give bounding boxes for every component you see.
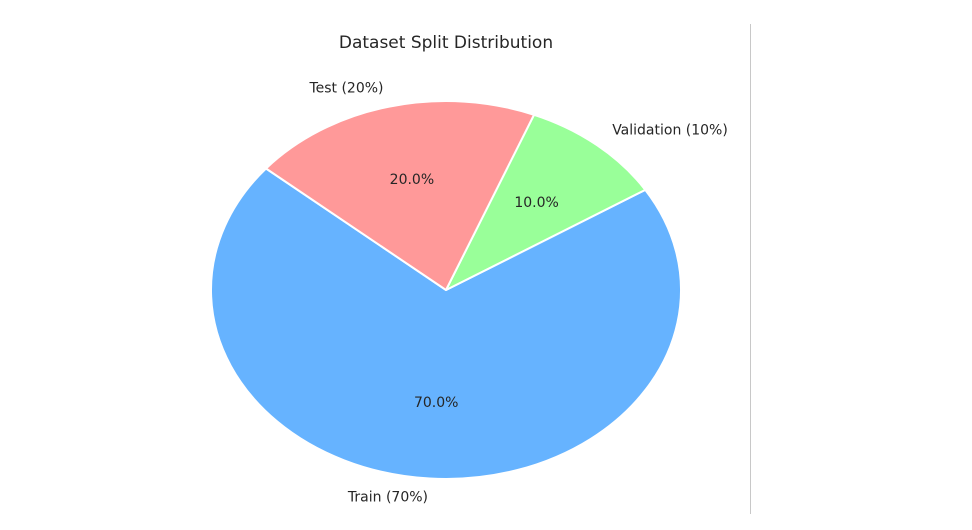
slice-percent-label: 20.0% [390,172,434,188]
slice-percent-label: 70.0% [414,395,458,411]
slice-category-label: Test (20%) [308,80,383,96]
slice-category-label: Train (70%) [347,489,428,505]
pie-slice-1 [210,167,682,480]
slice-category-label: Validation (10%) [612,123,728,139]
labels-layer: 70.0% Train (70%) 10.0% Validation (10%) 20.… [308,80,727,505]
pie-slice-2 [445,113,647,291]
panel-divider [750,24,751,514]
pie-slice-3 [264,100,536,291]
slices-layer [210,100,682,480]
chart-title: Dataset Split Distribution [339,33,553,53]
slice-percent-label: 10.0% [514,195,558,211]
